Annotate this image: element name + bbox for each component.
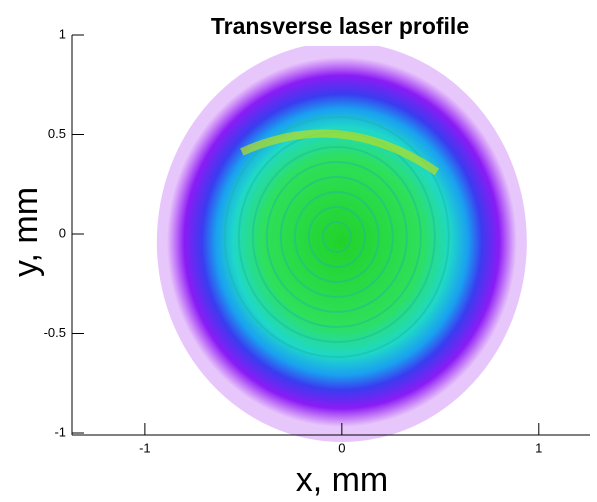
y-tick-label: 1 <box>59 26 66 41</box>
beam-ring <box>307 205 366 268</box>
y-tick-label: -1 <box>54 424 66 439</box>
beam-ring <box>279 175 394 298</box>
beam-ring <box>265 160 408 313</box>
beam-arc <box>240 129 440 176</box>
y-tick-label: 0.5 <box>48 126 66 141</box>
title-box <box>130 10 550 46</box>
beam-ring <box>321 220 352 253</box>
x-tick-label: -1 <box>139 440 151 455</box>
y-axis-label: y, mm <box>7 187 45 277</box>
x-axis-label: x, mm <box>296 461 389 499</box>
beam-ring <box>251 145 422 328</box>
beam-ring <box>223 115 450 358</box>
x-tick-label: 1 <box>535 440 542 455</box>
beam-profile <box>166 56 517 427</box>
x-tick-label: 0 <box>338 440 345 455</box>
plot-area <box>156 41 527 442</box>
beam-ring <box>293 190 380 283</box>
y-tick-label: 0 <box>59 225 66 240</box>
chart-title: Transverse laser profile <box>211 13 469 39</box>
y-tick-label: -0.5 <box>44 325 66 340</box>
